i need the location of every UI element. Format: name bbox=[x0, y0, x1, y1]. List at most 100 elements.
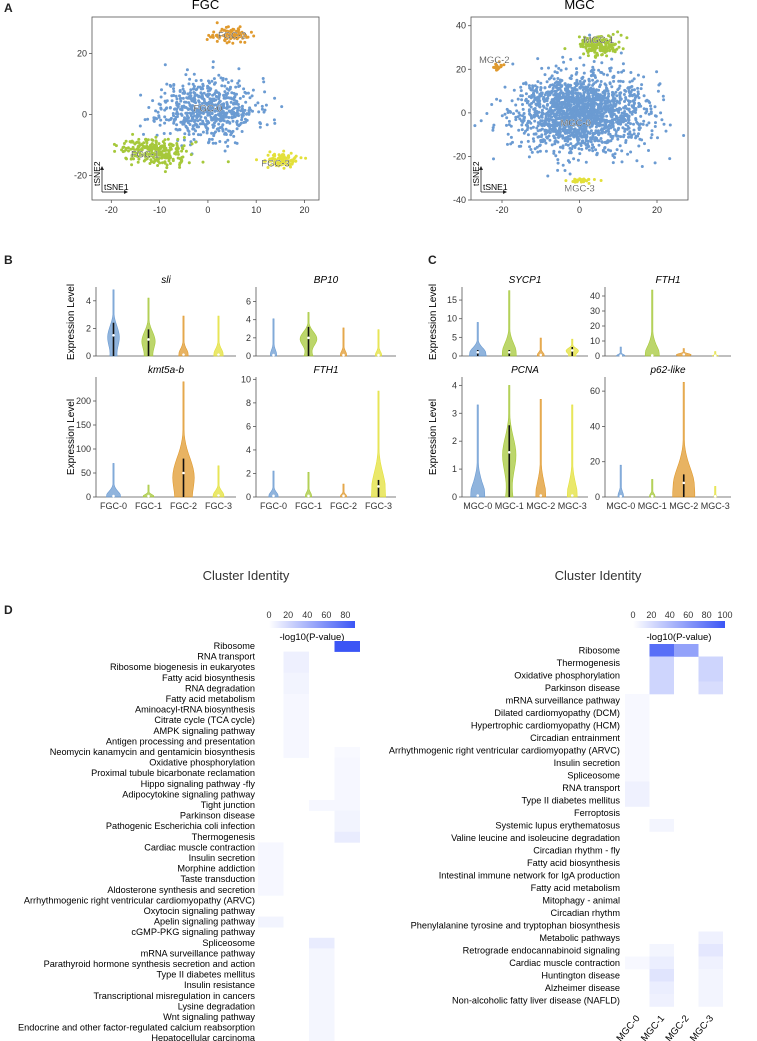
cell-point-fgc-0 bbox=[224, 113, 228, 117]
y-tick-label: 6 bbox=[246, 421, 251, 431]
cell-point-mgc-0 bbox=[507, 119, 511, 123]
y-tick-label: 20 bbox=[590, 321, 600, 331]
cluster-label-mgc-3: MGC-3 bbox=[564, 183, 595, 194]
cell-point-mgc-0 bbox=[554, 120, 557, 124]
cell-point-fgc-0 bbox=[168, 83, 172, 87]
cell-point-fgc-0 bbox=[178, 128, 181, 131]
cell-point-fgc-0 bbox=[238, 96, 242, 100]
heatmap-cell bbox=[649, 944, 674, 957]
pathway-label: Arrhythmogenic right ventricular cardiom… bbox=[24, 895, 255, 905]
cell-point-fgc-1 bbox=[136, 160, 140, 164]
cell-point-fgc-0 bbox=[190, 99, 194, 103]
cell-point-mgc-0 bbox=[637, 101, 641, 105]
cell-point-mgc-0 bbox=[563, 169, 567, 172]
colorbar-tick-label: 80 bbox=[340, 610, 350, 620]
cell-point-fgc-2 bbox=[219, 30, 223, 34]
heatmap-cell bbox=[309, 800, 335, 811]
cell-point-mgc-0 bbox=[543, 73, 547, 77]
cell-point-fgc-0 bbox=[196, 119, 200, 123]
cell-point-mgc-0 bbox=[617, 86, 621, 90]
cell-point-fgc-0 bbox=[213, 92, 216, 96]
cell-point-fgc-0 bbox=[208, 81, 211, 85]
cell-point-mgc-0 bbox=[569, 103, 573, 107]
cell-point-mgc-0 bbox=[491, 128, 495, 132]
cell-point-mgc-0 bbox=[558, 78, 562, 82]
cell-point-fgc-1 bbox=[174, 150, 178, 154]
cluster-identity-label: Cluster Identity bbox=[555, 568, 642, 583]
cell-point-mgc-0 bbox=[516, 97, 520, 101]
cell-point-fgc-0 bbox=[157, 115, 161, 119]
tsne-plot-fgc: FGC FGC-0 FGC-1 FGC-2 FGC-3 -20 -10 0 10 20 -20 0 20… bbox=[74, 0, 320, 215]
plot-title: FGC bbox=[192, 0, 219, 12]
cell-point-mgc-0 bbox=[611, 123, 615, 126]
cell-point-mgc-0 bbox=[598, 96, 602, 100]
cell-point-fgc-0 bbox=[240, 113, 244, 117]
cell-point-mgc-0 bbox=[505, 123, 508, 127]
violin-median-mgc-2 bbox=[682, 353, 686, 356]
cell-point-fgc-3 bbox=[273, 152, 276, 156]
cell-point-fgc-0 bbox=[234, 102, 238, 105]
cell-point-mgc-0 bbox=[505, 116, 509, 120]
cell-point-mgc-0 bbox=[563, 97, 567, 101]
cell-point-fgc-0 bbox=[210, 118, 214, 122]
cell-point-mgc-0 bbox=[503, 112, 507, 116]
cell-point-mgc-0 bbox=[643, 142, 646, 146]
cell-point-mgc-0 bbox=[591, 65, 595, 69]
y-tick-label: 2 bbox=[246, 333, 251, 343]
cell-point-fgc-0 bbox=[178, 97, 182, 101]
cell-point-mgc-0 bbox=[650, 133, 654, 137]
cell-point-fgc-2 bbox=[234, 32, 238, 36]
cell-point-fgc-0 bbox=[188, 103, 192, 107]
cell-point-mgc-0 bbox=[584, 106, 588, 110]
cell-point-fgc-0 bbox=[261, 77, 265, 80]
cell-point-mgc-0 bbox=[556, 86, 560, 90]
violin-median-mgc-3 bbox=[570, 494, 574, 497]
cell-point-mgc-0 bbox=[626, 152, 630, 156]
heatmap-cell bbox=[698, 981, 723, 995]
pathway-label: Aminoacyl-tRNA biosynthesis bbox=[135, 705, 255, 715]
cell-point-fgc-0 bbox=[273, 121, 277, 125]
cell-point-fgc-0 bbox=[201, 119, 205, 123]
cell-point-fgc-0 bbox=[165, 82, 169, 86]
cell-point-mgc-0 bbox=[545, 80, 549, 84]
colorbar-tick-label: 100 bbox=[717, 610, 732, 620]
cell-point-mgc-0 bbox=[604, 99, 608, 103]
cell-point-mgc-0 bbox=[585, 95, 589, 99]
cell-point-mgc-0 bbox=[556, 168, 560, 172]
cell-point-fgc-0 bbox=[192, 84, 196, 88]
y-tick-label: 150 bbox=[76, 420, 91, 430]
cell-point-mgc-0 bbox=[532, 100, 536, 104]
cell-point-fgc-0 bbox=[146, 117, 150, 121]
cell-point-fgc-1 bbox=[169, 146, 173, 150]
cell-point-mgc-1 bbox=[577, 35, 581, 39]
colorbar bbox=[633, 621, 725, 628]
violin-mgc-3 bbox=[566, 404, 578, 498]
cell-point-fgc-0 bbox=[182, 138, 186, 142]
cell-point-mgc-0 bbox=[517, 128, 521, 132]
heatmap-cell bbox=[334, 821, 360, 833]
violin-plot-fth1: FTH1 0 10 20 30 40 bbox=[590, 275, 731, 361]
cell-point-fgc-0 bbox=[175, 101, 178, 105]
cell-point-mgc-0 bbox=[568, 146, 572, 150]
cell-point-mgc-0 bbox=[632, 100, 636, 104]
cell-point-mgc-1 bbox=[605, 54, 609, 58]
cell-point-mgc-0 bbox=[564, 143, 568, 146]
cell-point-mgc-0 bbox=[544, 116, 548, 120]
pathway-label: Apelin signaling pathway bbox=[154, 917, 256, 927]
cell-point-fgc-1 bbox=[175, 142, 179, 145]
cell-point-mgc-0 bbox=[546, 102, 549, 106]
cell-point-mgc-0 bbox=[631, 110, 635, 114]
cell-point-mgc-0 bbox=[610, 85, 614, 89]
y-tick-label: 0 bbox=[452, 492, 457, 502]
violin-median-fgc-1 bbox=[147, 338, 150, 341]
heatmap-cell bbox=[283, 747, 309, 758]
cell-point-fgc-0 bbox=[159, 118, 163, 122]
cell-point-mgc-1 bbox=[579, 45, 583, 48]
heatmap-cell bbox=[698, 681, 723, 695]
cell-point-mgc-0 bbox=[668, 123, 672, 127]
cell-point-mgc-0 bbox=[543, 86, 547, 90]
cell-point-fgc-0 bbox=[211, 141, 215, 145]
cell-point-mgc-0 bbox=[620, 149, 624, 153]
cell-point-mgc-0 bbox=[506, 132, 510, 136]
